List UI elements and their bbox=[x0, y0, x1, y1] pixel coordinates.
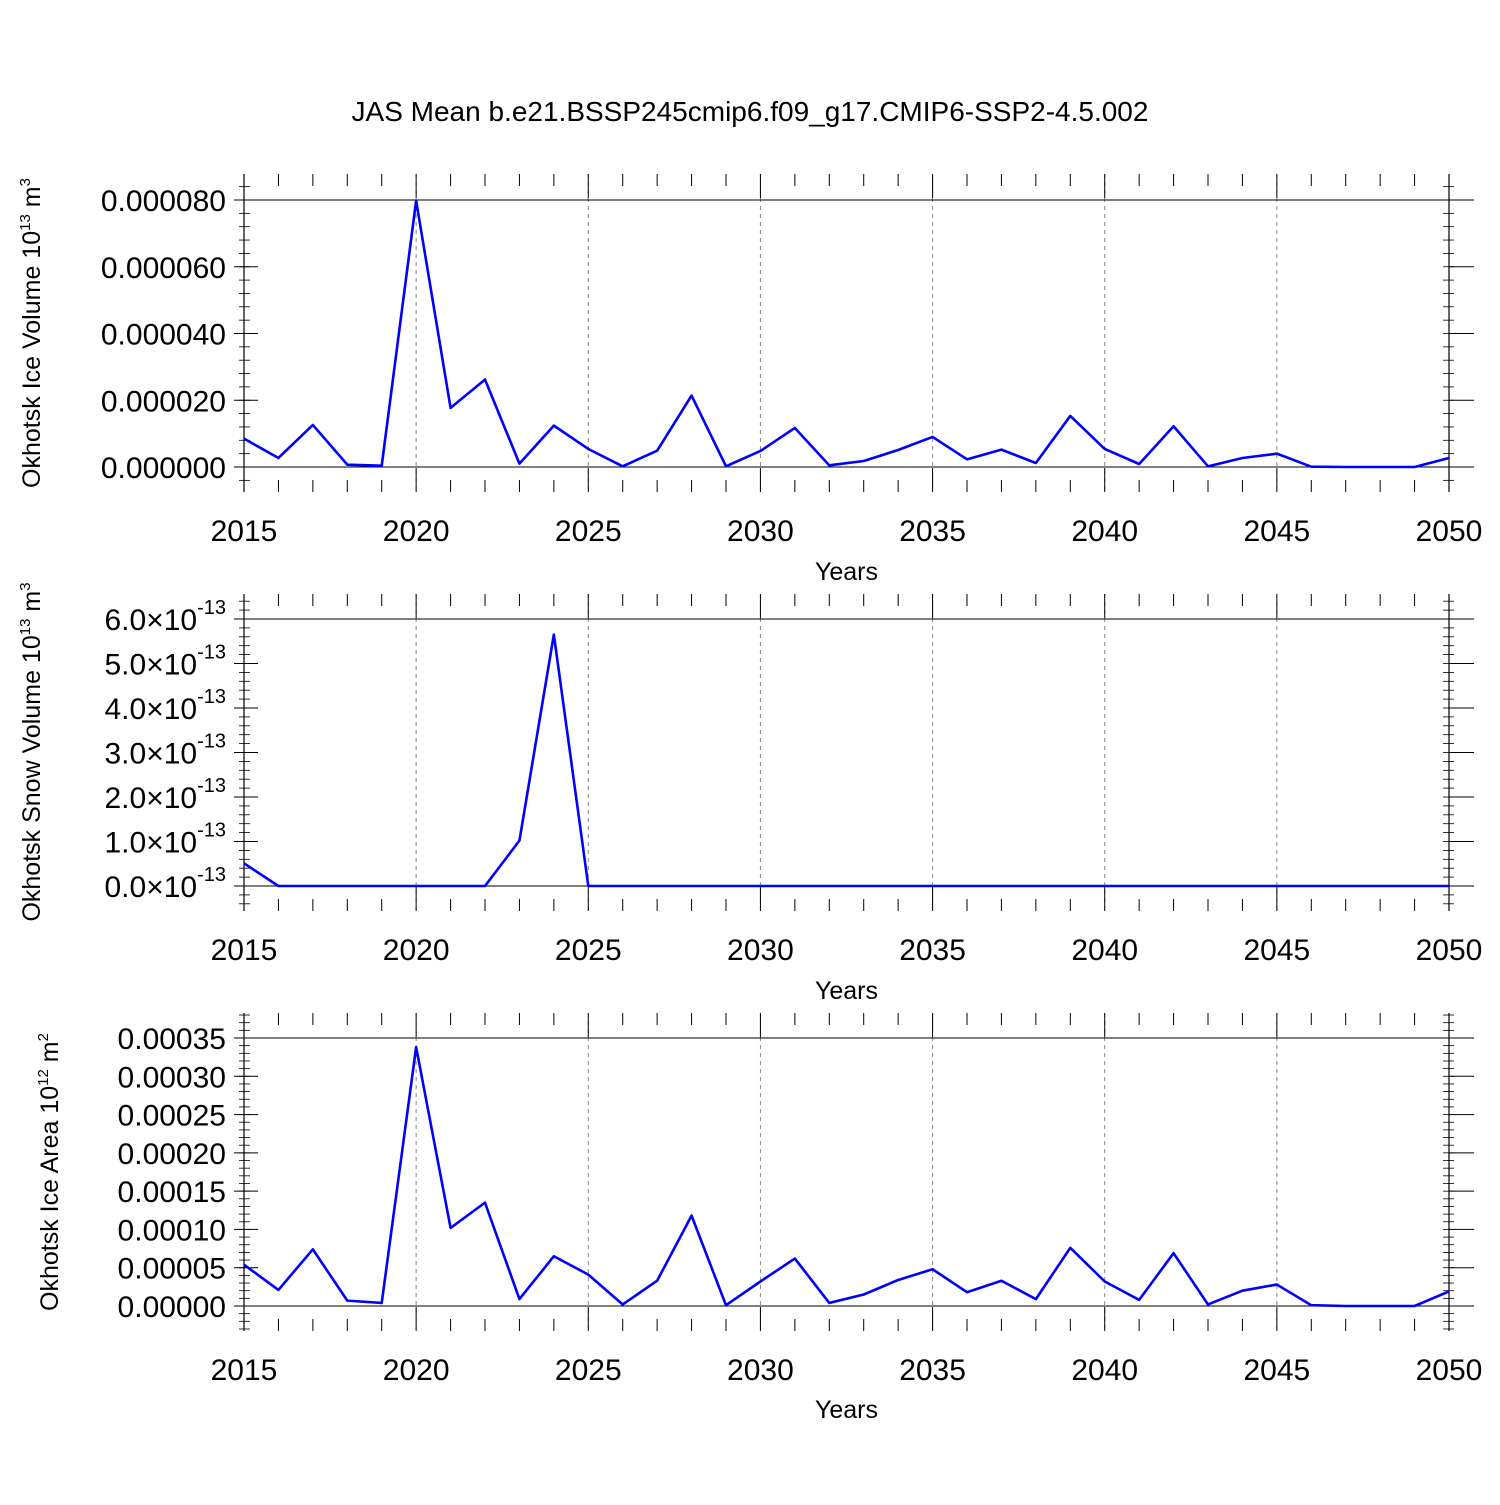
y-tick-label: 0.00030 bbox=[118, 1061, 226, 1094]
y-tick-times-ten: ×10 bbox=[146, 827, 197, 860]
x-tick-label: 2050 bbox=[1416, 515, 1483, 548]
x-tick-label: 2030 bbox=[727, 934, 794, 967]
x-tick-label: 2025 bbox=[555, 934, 622, 967]
y-tick-exponent: -13 bbox=[197, 686, 226, 708]
y-axis-label-text: Okhotsk Ice Volume 10 bbox=[18, 231, 46, 488]
x-tick-label: 2050 bbox=[1416, 934, 1483, 967]
y-tick-label: 0.000020 bbox=[101, 385, 226, 418]
figure-title: JAS Mean b.e21.BSSP245cmip6.f09_g17.CMIP… bbox=[0, 96, 1500, 128]
x-tick-label: 2045 bbox=[1243, 1354, 1310, 1387]
y-tick-exponent: -13 bbox=[197, 820, 226, 842]
y-axis-label-text: Okhotsk Ice Area 10 bbox=[36, 1086, 64, 1311]
y-tick-exponent: -13 bbox=[197, 864, 226, 886]
y-tick-label: 0.00005 bbox=[118, 1253, 226, 1286]
x-axis-label: Years bbox=[815, 977, 878, 1005]
x-axis-label: Years bbox=[815, 558, 878, 586]
y-tick-mantissa: 4.0 bbox=[104, 693, 146, 726]
x-tick-label: 2045 bbox=[1243, 515, 1310, 548]
y-tick-times-ten: ×10 bbox=[146, 604, 197, 637]
x-tick-label: 2020 bbox=[383, 934, 450, 967]
chart-panel-2: 0.0×10-131.0×10-132.0×10-133.0×10-134.0×… bbox=[17, 582, 1482, 1005]
chart-panel-3: 0.00000 0.00005 0.00010 0.00015 0.00020 0.000… bbox=[35, 1013, 1482, 1424]
y-tick-exponent: -13 bbox=[197, 597, 226, 619]
y-tick-label: 0.00035 bbox=[118, 1023, 226, 1056]
x-tick-label: 2025 bbox=[555, 1354, 622, 1387]
y-tick-label: 0.000000 bbox=[101, 452, 226, 485]
y-tick-mantissa: 5.0 bbox=[104, 649, 146, 682]
y-tick-mantissa: 0.0 bbox=[104, 871, 146, 904]
x-tick-label: 2030 bbox=[727, 515, 794, 548]
y-tick-label: 0.00025 bbox=[118, 1100, 226, 1133]
x-tick-label: 2040 bbox=[1071, 1354, 1138, 1387]
y-tick-label: 0.00015 bbox=[118, 1176, 226, 1209]
y-tick-label: 6.0×10-13 bbox=[104, 597, 226, 637]
x-tick-label: 2035 bbox=[899, 934, 966, 967]
x-tick-label: 2025 bbox=[555, 515, 622, 548]
y-axis-label-unit: m bbox=[18, 591, 46, 619]
chart-panel-1: 0.000000 0.000020 0.000040 0.000060 0.000080… bbox=[17, 174, 1482, 586]
y-tick-times-ten: ×10 bbox=[146, 649, 197, 682]
x-tick-label: 2030 bbox=[727, 1354, 794, 1387]
y-tick-label: 0.00010 bbox=[118, 1214, 226, 1247]
series-line bbox=[244, 1047, 1449, 1306]
x-tick-label: 2035 bbox=[899, 1354, 966, 1387]
y-tick-label: 0.000040 bbox=[101, 319, 226, 352]
y-tick-label: 4.0×10-13 bbox=[104, 686, 226, 726]
y-axis-label: Okhotsk Snow Volume 1013 m3 bbox=[17, 582, 46, 921]
x-tick-label: 2035 bbox=[899, 515, 966, 548]
y-tick-label: 0.0×10-13 bbox=[104, 864, 226, 904]
x-tick-label: 2020 bbox=[383, 515, 450, 548]
series-line bbox=[244, 201, 1449, 467]
y-axis-label-exponent: 12 bbox=[35, 1069, 52, 1086]
y-tick-times-ten: ×10 bbox=[146, 738, 197, 771]
y-axis-label-exponent: 13 bbox=[17, 214, 34, 231]
y-axis-label-exponent: 13 bbox=[17, 619, 34, 636]
y-tick-mantissa: 1.0 bbox=[104, 827, 146, 860]
y-axis-label-unit: m bbox=[18, 186, 46, 214]
y-axis-label-text: Okhotsk Snow Volume 10 bbox=[18, 635, 46, 921]
y-tick-label: 3.0×10-13 bbox=[104, 731, 226, 771]
x-tick-label: 2040 bbox=[1071, 934, 1138, 967]
y-axis-label-unit: m bbox=[36, 1041, 64, 1069]
y-tick-label: 0.000080 bbox=[101, 185, 226, 218]
y-tick-exponent: -13 bbox=[197, 731, 226, 753]
x-tick-label: 2015 bbox=[211, 934, 278, 967]
x-tick-label: 2015 bbox=[211, 1354, 278, 1387]
y-axis-label: Okhotsk Ice Area 1012 m2 bbox=[35, 1033, 64, 1311]
y-tick-times-ten: ×10 bbox=[146, 782, 197, 815]
y-tick-mantissa: 6.0 bbox=[104, 604, 146, 637]
x-tick-label: 2015 bbox=[211, 515, 278, 548]
y-tick-exponent: -13 bbox=[197, 642, 226, 664]
x-tick-label: 2045 bbox=[1243, 934, 1310, 967]
y-axis-label-unit-exponent: 2 bbox=[35, 1033, 52, 1041]
x-tick-label: 2040 bbox=[1071, 515, 1138, 548]
y-tick-label: 0.00000 bbox=[118, 1291, 226, 1324]
y-tick-label: 0.00020 bbox=[118, 1138, 226, 1171]
y-axis-label-unit-exponent: 3 bbox=[17, 582, 34, 590]
y-axis-label: Okhotsk Ice Volume 1013 m3 bbox=[17, 178, 46, 488]
y-tick-label: 5.0×10-13 bbox=[104, 642, 226, 682]
y-tick-mantissa: 3.0 bbox=[104, 738, 146, 771]
x-tick-label: 2050 bbox=[1416, 1354, 1483, 1387]
x-axis-label: Years bbox=[815, 1396, 878, 1424]
y-tick-label: 2.0×10-13 bbox=[104, 775, 226, 815]
y-tick-label: 0.000060 bbox=[101, 252, 226, 285]
series-line bbox=[244, 635, 1449, 886]
y-tick-mantissa: 2.0 bbox=[104, 782, 146, 815]
y-tick-times-ten: ×10 bbox=[146, 693, 197, 726]
y-tick-exponent: -13 bbox=[197, 775, 226, 797]
y-tick-times-ten: ×10 bbox=[146, 871, 197, 904]
x-tick-label: 2020 bbox=[383, 1354, 450, 1387]
y-axis-label-unit-exponent: 3 bbox=[17, 178, 34, 186]
y-tick-label: 1.0×10-13 bbox=[104, 820, 226, 860]
